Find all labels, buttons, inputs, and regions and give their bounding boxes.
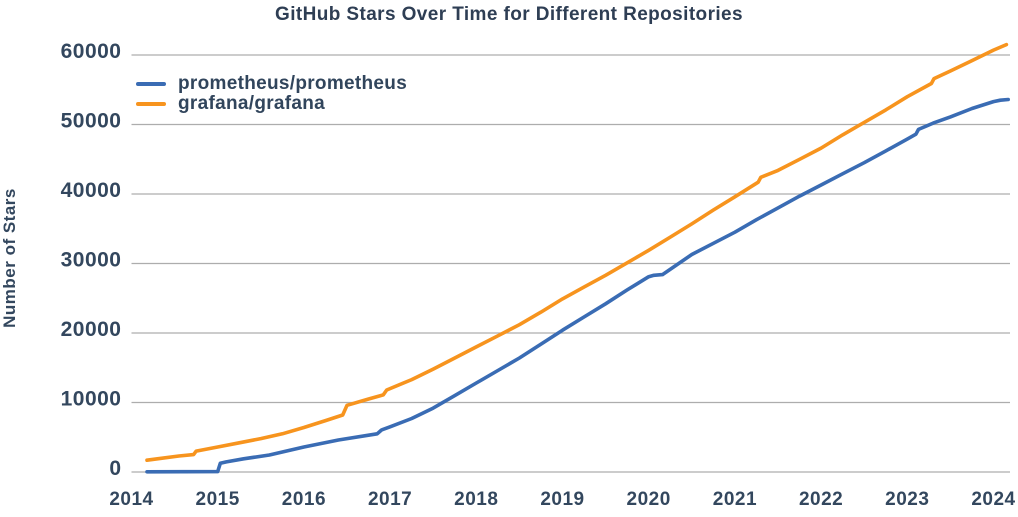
- x-tick-label: 2018: [454, 489, 498, 510]
- grafana-line-swatch: [136, 101, 166, 106]
- y-tick-label: 0: [109, 457, 121, 480]
- series-line-grafana-grafana: [145, 42, 1009, 463]
- prometheus-line-swatch: [136, 81, 166, 86]
- legend: prometheus/prometheus grafana/grafana: [136, 72, 408, 114]
- chart-title: GitHub Stars Over Time for Different Rep…: [275, 4, 743, 25]
- x-tick-label: 2024: [971, 489, 1015, 510]
- legend-label-grafana: grafana/grafana: [178, 92, 326, 114]
- x-tick-label: 2020: [627, 489, 671, 510]
- legend-item-prometheus: prometheus/prometheus: [136, 72, 408, 94]
- x-tick-label: 2021: [713, 489, 757, 510]
- y-tick-label: 40000: [61, 179, 122, 202]
- x-tick-label: 2016: [282, 489, 326, 510]
- y-tick-label: 20000: [61, 318, 122, 341]
- x-tick-label: 2017: [368, 489, 412, 510]
- y-tick-label: 10000: [61, 388, 122, 411]
- legend-item-grafana: grafana/grafana: [136, 92, 407, 114]
- y-tick-label: 30000: [61, 249, 122, 272]
- x-tick-label: 2022: [799, 489, 843, 510]
- x-tick-label: 2015: [196, 489, 240, 510]
- x-tick-label: 2014: [109, 489, 153, 510]
- legend-label-prometheus: prometheus/prometheus: [178, 72, 408, 94]
- y-tick-label: 60000: [61, 40, 122, 63]
- x-tick-label: 2019: [540, 489, 584, 510]
- y-axis-title: Number of Stars: [0, 188, 19, 328]
- y-tick-label: 50000: [61, 110, 122, 133]
- x-tick-label: 2023: [885, 489, 929, 510]
- series-line-prometheus-prometheus: [145, 97, 1011, 474]
